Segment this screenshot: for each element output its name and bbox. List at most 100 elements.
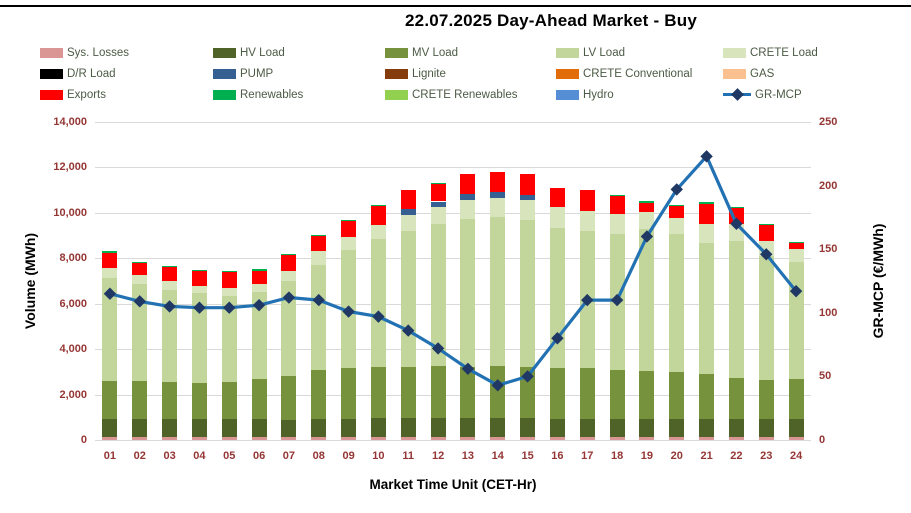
bar-segment-crete-load [191,285,207,294]
legend-label: LV Load [583,46,625,59]
y-tick-left: 4,000 [59,343,87,356]
bar-segment-sys-losses [788,437,804,440]
legend-item-hydro: Hydro [556,84,723,105]
gr-mcp-line [103,150,803,392]
bar-segment-sys-losses [102,437,118,440]
legend-label: Exports [67,88,106,101]
bar-segment-mv-load [788,378,804,420]
gr-mcp-marker-icon [342,305,355,318]
legend-swatch-icon [385,68,408,79]
legend-item-sys-losses: Sys. Losses [40,42,213,63]
bar-segment-mv-load [549,367,565,419]
grid-line [95,212,811,214]
bar-segment-sys-losses [281,437,297,440]
legend-swatch-icon [723,68,746,79]
legend-item-gas: GAS [723,63,901,84]
bar-segment-lv-load [460,218,476,367]
gr-mcp-marker-icon [223,301,236,314]
bar-segment-lv-load [758,256,774,380]
chart-legend: Sys. Losses HV Load MV Load LV Load CRETE Lo… [40,42,901,105]
bar-segment-sys-losses [162,437,178,440]
bar-segment-hv-load [460,418,476,437]
bar-segment-crete-load [370,224,386,239]
bar-segment-mv-load [490,366,506,419]
bar-segment-sys-losses [251,437,267,440]
bar-segment-mv-load [520,366,536,419]
bar-segment-hv-load [251,418,267,438]
bar-segment-renewables [191,269,207,271]
bar-segment-mv-load [162,382,178,420]
legend-swatch-icon [40,89,63,100]
x-tick-hour-15: 15 [521,450,534,462]
legend-label: CRETE Load [750,46,818,59]
bar-segment-hv-load [221,419,237,438]
legend-label: Renewables [240,88,304,101]
bar-segment-hv-load [579,418,595,437]
bar-segment-mv-load [639,371,655,420]
bar-segment-crete-load [549,207,565,228]
bar-segment-sys-losses [430,436,446,440]
bar-segment-pump [520,194,536,201]
gr-mcp-marker-icon [610,293,624,307]
y-tick-right: 200 [819,179,838,192]
grid-line [95,440,811,441]
bar-segment-exports [430,184,446,202]
bar-segment-lv-load [699,242,715,374]
bar-segment-renewables [132,261,148,263]
bar-segment-hv-load [639,419,655,438]
bar-segment-renewables [221,270,237,272]
legend-label: HV Load [240,46,285,59]
bar-segment-exports [699,204,715,225]
bar-segment-sys-losses [191,437,207,440]
legend-swatch-icon [723,47,746,58]
x-tick-hour-03: 03 [163,450,176,462]
x-tick-hour-21: 21 [700,450,713,462]
y-tick-left: 0 [80,434,87,446]
legend-swatch-icon [213,89,236,100]
bar-segment-hv-load [549,418,565,437]
bar-segment-lv-load [520,219,536,367]
bar-segment-hv-load [699,419,715,438]
bar-segment-crete-load [341,236,357,251]
bar-segment-sys-losses [728,437,744,440]
bar-segment-mv-load [251,379,267,419]
bar-segment-hv-load [669,419,685,438]
bar-segment-hv-load [430,418,446,437]
bar-segment-crete-load [490,198,506,218]
bar-segment-lv-load [430,224,446,367]
bar-segment-mv-load [311,369,327,419]
bar-segment-renewables [251,269,267,271]
bar-segment-lv-load [132,284,148,381]
legend-item-lignite: Lignite [385,63,556,84]
bar-segment-hv-load [400,418,416,437]
bar-segment-renewables [788,242,804,244]
bar-segment-renewables [311,235,327,237]
bar-segment-renewables [281,253,297,255]
bar-segment-exports [520,174,536,195]
grid-line [95,394,811,396]
bar-segment-hv-load [311,418,327,438]
bar-segment-exports [102,252,118,269]
bar-segment-hv-load [520,418,536,437]
x-tick-hour-18: 18 [610,450,624,462]
gr-mcp-marker-icon [670,183,683,196]
bar-segment-lv-load [251,292,267,380]
bar-segment-lv-load [490,217,506,367]
bar-segment-sys-losses [639,437,655,440]
legend-item-renewables: Renewables [213,84,385,105]
legend-item-d-r-load: D/R Load [40,63,213,84]
bar-segment-renewables [699,202,715,205]
x-tick-hour-12: 12 [431,450,445,462]
bar-segment-exports [788,243,804,249]
gr-mcp-marker-icon [163,300,176,313]
legend-swatch-icon [213,68,236,79]
bar-segment-crete-load [579,210,595,232]
bar-segment-renewables [728,207,744,209]
grid-line [95,122,811,123]
gr-mcp-marker-icon [312,293,325,307]
gr-mcp-marker-icon [282,291,296,304]
bar-segment-hv-load [102,418,118,438]
bar-segment-mv-load [430,366,446,419]
bar-segment-mv-load [460,366,476,419]
legend-item-hv-load: HV Load [213,42,385,63]
